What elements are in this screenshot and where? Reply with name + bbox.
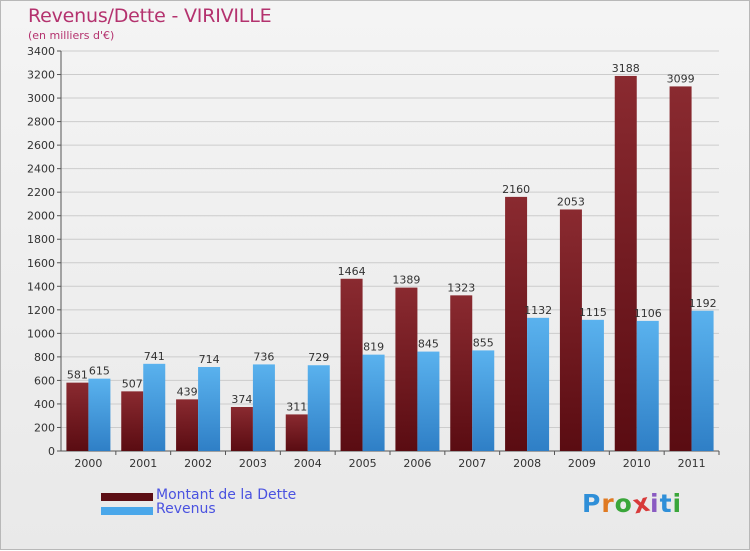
bar-revenue — [252, 364, 275, 451]
y-tick-label: 2400 — [27, 163, 55, 176]
bar-debt — [614, 75, 637, 452]
bar-debt — [505, 196, 528, 451]
logo-letter: i — [672, 489, 683, 518]
bar-revenue — [472, 350, 495, 451]
bar-revenue — [362, 354, 385, 451]
chart-subtitle: (en milliers d'€) — [28, 29, 115, 42]
bar-revenue — [527, 317, 550, 451]
data-label-revenue: 615 — [89, 365, 110, 378]
y-tick-label: 800 — [34, 351, 55, 364]
data-label-debt: 1323 — [447, 281, 475, 294]
y-tick-label: 200 — [34, 421, 55, 434]
y-tick-label: 3200 — [27, 69, 55, 82]
y-tick-label: 1000 — [27, 327, 55, 340]
axes: 0 200 400 600 800 1000 1200 1400 1600 1800 2000 220… — [27, 45, 720, 470]
data-label-revenue: 1106 — [634, 307, 662, 320]
logo-letter: o — [614, 489, 633, 518]
y-tick-label: 400 — [34, 398, 55, 411]
bar-debt — [340, 278, 363, 451]
bar-revenue — [691, 310, 714, 451]
x-tick-label: 2000 — [74, 457, 102, 470]
bar-revenue — [88, 378, 111, 451]
data-labels: 581 615 507 741 439 714 374 736 311 729 1464 819 138… — [67, 62, 717, 413]
y-tick-label: 2000 — [27, 210, 55, 223]
bar-revenue — [198, 367, 221, 451]
y-tick-label: 1600 — [27, 257, 55, 270]
x-tick-label: 2008 — [513, 457, 541, 470]
x-tick-label: 2007 — [458, 457, 486, 470]
data-label-revenue: 741 — [144, 350, 165, 363]
bars — [66, 75, 714, 452]
bar-debt — [176, 399, 199, 451]
y-tick-label: 600 — [34, 374, 55, 387]
x-tick-label: 2011 — [678, 457, 706, 470]
y-tick-label: 1400 — [27, 280, 55, 293]
data-label-debt: 374 — [231, 393, 252, 406]
legend-swatch-debt — [101, 493, 153, 501]
bar-debt — [559, 209, 582, 451]
data-label-debt: 3188 — [612, 62, 640, 75]
y-tick-label: 2600 — [27, 139, 55, 152]
chart-title: Revenus/Dette - VIRIVILLE — [28, 5, 272, 27]
data-label-revenue: 736 — [253, 350, 274, 363]
bar-debt — [450, 295, 473, 451]
data-label-revenue: 1192 — [689, 297, 717, 310]
y-tick-label: 2800 — [27, 116, 55, 129]
bar-revenue — [581, 319, 604, 451]
logo-letter: i — [650, 489, 660, 518]
bar-revenue — [143, 363, 166, 451]
data-label-revenue: 855 — [473, 336, 494, 349]
data-label-revenue: 729 — [308, 351, 329, 364]
data-label-revenue: 845 — [418, 338, 439, 351]
legend-label-debt: Montant de la Dette — [156, 487, 297, 503]
bar-revenue — [417, 351, 440, 451]
proxiti-logo: Proxiti — [582, 488, 683, 520]
bar-debt — [669, 86, 692, 451]
x-tick-label: 2006 — [403, 457, 431, 470]
data-label-debt: 581 — [67, 369, 88, 382]
data-label-debt: 1464 — [338, 265, 366, 278]
y-tick-label: 0 — [48, 445, 55, 458]
data-label-revenue: 1115 — [579, 306, 607, 319]
bar-debt — [395, 287, 418, 451]
legend-label-revenue: Revenus — [156, 501, 216, 517]
legend-swatch-revenue — [101, 507, 153, 515]
y-tick-label: 3000 — [27, 92, 55, 105]
y-tick-label: 1800 — [27, 233, 55, 246]
x-tick-label: 2003 — [239, 457, 267, 470]
bar-debt — [66, 382, 89, 451]
x-tick-label: 2001 — [129, 457, 157, 470]
data-label-debt: 2053 — [557, 195, 585, 208]
data-label-revenue: 819 — [363, 341, 384, 354]
logo-letter: t — [659, 489, 673, 518]
data-label-debt: 3099 — [667, 72, 695, 85]
x-tick-label: 2010 — [623, 457, 651, 470]
data-label-debt: 2160 — [502, 183, 530, 196]
data-label-debt: 507 — [122, 377, 143, 390]
logo-letter: P — [582, 489, 602, 518]
data-label-revenue: 714 — [199, 353, 220, 366]
data-label-debt: 1389 — [392, 274, 420, 287]
data-label-debt: 439 — [177, 385, 198, 398]
y-tick-label: 1200 — [27, 304, 55, 317]
x-tick-label: 2004 — [294, 457, 322, 470]
x-tick-label: 2002 — [184, 457, 212, 470]
x-tick-label: 2005 — [349, 457, 377, 470]
bar-revenue — [636, 320, 659, 451]
logo-letter: r — [601, 489, 615, 518]
x-tick-label: 2009 — [568, 457, 596, 470]
bar-debt — [285, 414, 308, 451]
bar-debt — [230, 407, 253, 451]
data-label-debt: 311 — [286, 400, 307, 413]
bar-revenue — [307, 365, 330, 451]
y-tick-label: 2200 — [27, 186, 55, 199]
y-tick-label: 3400 — [27, 45, 55, 58]
data-label-revenue: 1132 — [524, 304, 552, 317]
gridlines — [61, 50, 719, 452]
bar-debt — [121, 391, 144, 451]
